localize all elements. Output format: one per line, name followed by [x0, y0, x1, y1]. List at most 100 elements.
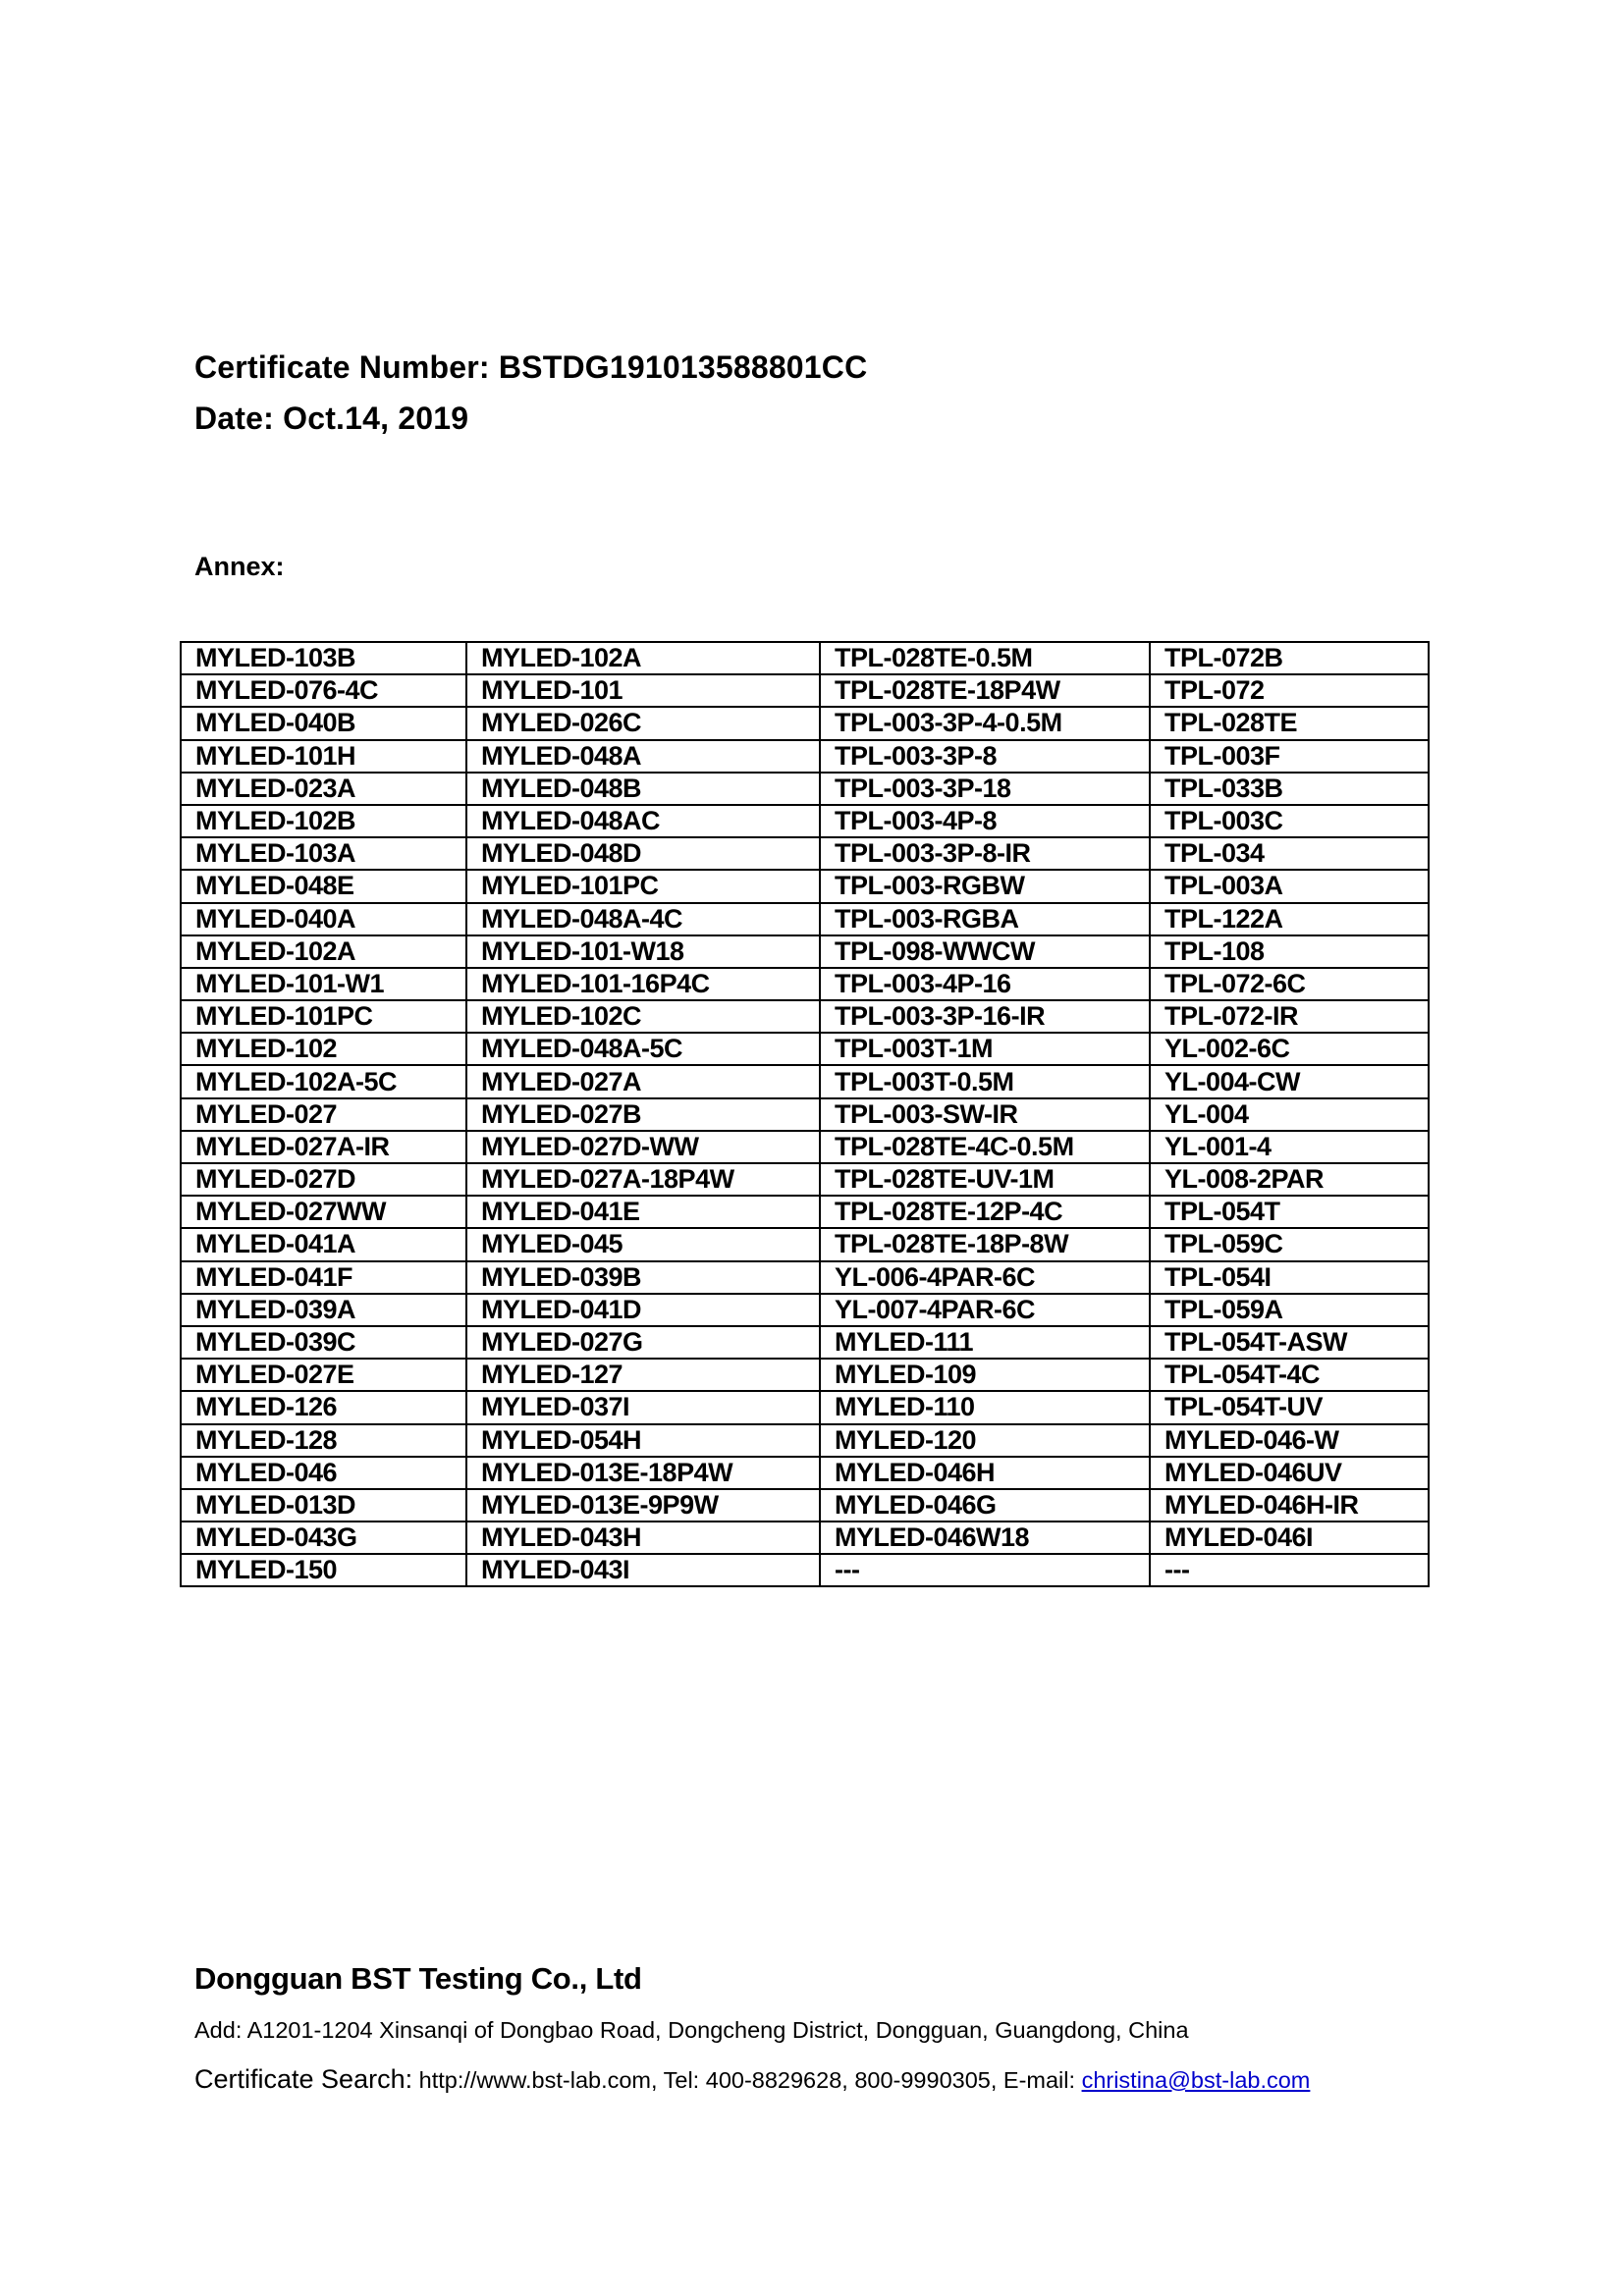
- table-cell: MYLED-046H: [819, 1455, 1151, 1490]
- table-row: MYLED-103A MYLED-048D TPL-003-3P-8-IR TPL-0…: [180, 836, 1430, 872]
- table-cell: YL-002-6C: [1149, 1032, 1430, 1067]
- table-cell: TPL-033B: [1149, 771, 1430, 806]
- table-cell: TPL-028TE-UV-1M: [819, 1161, 1151, 1198]
- table-cell: MYLED-102C: [465, 999, 821, 1035]
- table-row: MYLED-039C MYLED-027G MYLED-111 TPL-054T-AS…: [180, 1324, 1430, 1361]
- table-cell: MYLED-039C: [180, 1324, 467, 1361]
- table-cell: TPL-072-IR: [1149, 999, 1430, 1035]
- table-row: MYLED-102A MYLED-101-W18 TPL-098-WWCW TPL-1…: [180, 934, 1430, 969]
- table-cell: TPL-003T-1M: [819, 1032, 1151, 1067]
- table-cell: MYLED-040B: [180, 706, 467, 741]
- certificate-date: Date: Oct.14, 2019: [194, 400, 469, 436]
- table-cell: YL-006-4PAR-6C: [819, 1259, 1151, 1295]
- table-cell: TPL-054I: [1149, 1259, 1430, 1295]
- table-cell: MYLED-103B: [180, 640, 467, 676]
- table-row: MYLED-040A MYLED-048A-4C TPL-003-RGBA TPL-1…: [180, 901, 1430, 936]
- table-row: MYLED-103B MYLED-102A TPL-028TE-0.5M TPL-07…: [180, 640, 1430, 676]
- table-cell: MYLED-041E: [465, 1195, 821, 1230]
- table-cell: TPL-003T-0.5M: [819, 1064, 1151, 1099]
- table-cell: MYLED-046I: [1149, 1521, 1430, 1556]
- table-cell: MYLED-054H: [465, 1422, 821, 1458]
- table-cell: MYLED-027G: [465, 1324, 821, 1361]
- table-cell: MYLED-110: [819, 1390, 1151, 1425]
- table-cell: MYLED-128: [180, 1422, 467, 1458]
- email-link[interactable]: christina@bst-lab.com: [1081, 2067, 1311, 2093]
- table-cell: MYLED-027E: [180, 1358, 467, 1393]
- table-cell: TPL-059A: [1149, 1292, 1430, 1327]
- table-cell: MYLED-102A: [180, 934, 467, 969]
- table-cell: TPL-003F: [1149, 738, 1430, 774]
- table-cell: YL-001-4: [1149, 1129, 1430, 1165]
- table-cell: MYLED-041D: [465, 1292, 821, 1327]
- table-row: MYLED-040B MYLED-026C TPL-003-3P-4-0.5M TPL…: [180, 706, 1430, 741]
- table-cell: MYLED-048A-4C: [465, 901, 821, 936]
- table-cell: MYLED-046H-IR: [1149, 1487, 1430, 1523]
- table-cell: MYLED-101: [465, 673, 821, 709]
- table-cell: TPL-003-3P-18: [819, 771, 1151, 806]
- table-cell: TPL-003-4P-8: [819, 803, 1151, 839]
- table-cell: TPL-072B: [1149, 640, 1430, 676]
- table-cell: TPL-028TE: [1149, 706, 1430, 741]
- table-cell: MYLED-027WW: [180, 1195, 467, 1230]
- table-row: MYLED-102B MYLED-048AC TPL-003-4P-8 TPL-003…: [180, 803, 1430, 839]
- table-cell: MYLED-027: [180, 1096, 467, 1132]
- table-cell: MYLED-102: [180, 1032, 467, 1067]
- table-cell: TPL-054T-ASW: [1149, 1324, 1430, 1361]
- table-row: MYLED-039A MYLED-041D YL-007-4PAR-6C TPL-05…: [180, 1292, 1430, 1327]
- table-row: MYLED-048E MYLED-101PC TPL-003-RGBW TPL-003…: [180, 869, 1430, 904]
- table-cell: TPL-054T-UV: [1149, 1390, 1430, 1425]
- table-cell: MYLED-026C: [465, 706, 821, 741]
- table-cell: MYLED-027A: [465, 1064, 821, 1099]
- certificate-number: Certificate Number: BSTDG191013588801CC: [194, 349, 868, 385]
- table-row: MYLED-027WW MYLED-041E TPL-028TE-12P-4C TPL…: [180, 1195, 1430, 1230]
- table-cell: MYLED-048A: [465, 738, 821, 774]
- table-cell: YL-008-2PAR: [1149, 1161, 1430, 1198]
- table-cell: MYLED-043G: [180, 1521, 467, 1556]
- table-cell: TPL-003-3P-16-IR: [819, 999, 1151, 1035]
- table-cell: MYLED-039A: [180, 1292, 467, 1327]
- table-cell: MYLED-101-W1: [180, 966, 467, 1002]
- table-cell: TPL-028TE-0.5M: [819, 640, 1151, 676]
- model-table: MYLED-103B MYLED-102A TPL-028TE-0.5M TPL-07…: [180, 640, 1430, 1588]
- table-cell: MYLED-102A: [465, 640, 821, 676]
- table-cell: TPL-108: [1149, 934, 1430, 969]
- table-cell: MYLED-040A: [180, 901, 467, 936]
- table-cell: MYLED-045: [465, 1227, 821, 1262]
- table-cell: MYLED-048A-5C: [465, 1032, 821, 1067]
- table-cell: MYLED-046-W: [1149, 1422, 1430, 1458]
- table-cell: TPL-003C: [1149, 803, 1430, 839]
- table-cell: MYLED-046W18: [819, 1521, 1151, 1556]
- table-row: MYLED-027E MYLED-127 MYLED-109 TPL-054T-4C: [180, 1358, 1430, 1393]
- table-cell: TPL-122A: [1149, 901, 1430, 936]
- table-cell: MYLED-102B: [180, 803, 467, 839]
- annex-label: Annex:: [194, 552, 285, 581]
- table-row: MYLED-102A-5C MYLED-027A TPL-003T-0.5M YL-0…: [180, 1064, 1430, 1099]
- table-cell: MYLED-048E: [180, 869, 467, 904]
- table-cell: MYLED-027A-18P4W: [465, 1161, 821, 1198]
- table-cell: MYLED-127: [465, 1358, 821, 1393]
- table-cell: TPL-003-3P-8-IR: [819, 836, 1151, 872]
- table-cell: MYLED-027A-IR: [180, 1129, 467, 1165]
- table-cell: MYLED-048AC: [465, 803, 821, 839]
- table-cell: MYLED-043H: [465, 1521, 821, 1556]
- table-row: MYLED-041F MYLED-039B YL-006-4PAR-6C TPL-05…: [180, 1259, 1430, 1295]
- table-row: MYLED-102 MYLED-048A-5C TPL-003T-1M YL-002-…: [180, 1032, 1430, 1067]
- table-cell: MYLED-027D-WW: [465, 1129, 821, 1165]
- table-cell: MYLED-037I: [465, 1390, 821, 1425]
- table-row: MYLED-101-W1 MYLED-101-16P4C TPL-003-4P-16…: [180, 966, 1430, 1002]
- table-cell: MYLED-046UV: [1149, 1455, 1430, 1490]
- table-row: MYLED-076-4C MYLED-101 TPL-028TE-18P4W TPL-…: [180, 673, 1430, 709]
- table-cell: TPL-003-RGBA: [819, 901, 1151, 936]
- table-row: MYLED-027A-IR MYLED-027D-WW TPL-028TE-4C-0…: [180, 1129, 1430, 1165]
- table-cell: MYLED-023A: [180, 771, 467, 806]
- table-cell: TPL-003-RGBW: [819, 869, 1151, 904]
- table-cell: TPL-034: [1149, 836, 1430, 872]
- table-row: MYLED-101H MYLED-048A TPL-003-3P-8 TPL-003F: [180, 738, 1430, 774]
- table-cell: TPL-003-3P-8: [819, 738, 1151, 774]
- table-cell: MYLED-101H: [180, 738, 467, 774]
- certificate-search-label: Certificate Search:: [194, 2064, 413, 2094]
- table-row: MYLED-101PC MYLED-102C TPL-003-3P-16-IR TPL…: [180, 999, 1430, 1035]
- table-cell: MYLED-076-4C: [180, 673, 467, 709]
- table-cell: MYLED-111: [819, 1324, 1151, 1361]
- table-row: MYLED-150 MYLED-043I --- ---: [180, 1553, 1430, 1588]
